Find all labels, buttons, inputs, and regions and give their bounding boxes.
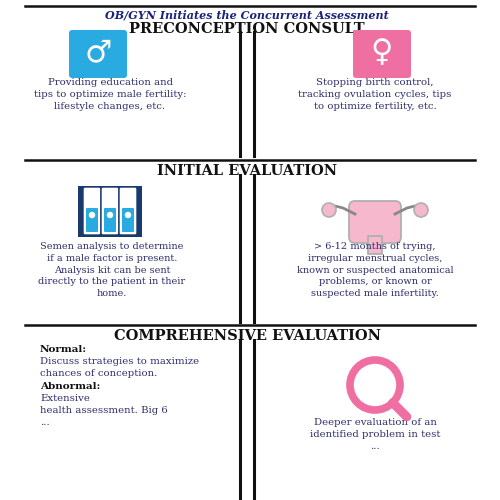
FancyBboxPatch shape [83,187,101,235]
Circle shape [414,203,428,217]
Bar [368,236,382,254]
Text: Deeper evaluation of an
identified problem in test
...: Deeper evaluation of an identified probl… [310,418,440,450]
Text: OB/GYN Initiates the Concurrent Assessment: OB/GYN Initiates the Concurrent Assessme… [105,10,389,21]
Text: COMPREHENSIVE EVALUATION: COMPREHENSIVE EVALUATION [114,329,380,343]
Bar [78,230,142,237]
Text: INITIAL EVALUATION: INITIAL EVALUATION [157,164,337,178]
FancyBboxPatch shape [104,208,116,232]
Text: Stopping birth control,
tracking ovulation cycles, tips
to optimize fertility, e: Stopping birth control, tracking ovulati… [298,78,452,110]
Bar [137,187,142,237]
Circle shape [90,212,94,218]
Circle shape [126,212,130,218]
Circle shape [354,364,396,406]
FancyBboxPatch shape [69,30,127,78]
Text: ♀: ♀ [371,38,393,68]
Text: Providing education and
tips to optimize male fertility:
lifestyle changes, etc.: Providing education and tips to optimize… [34,78,186,110]
Bar [78,186,142,191]
Text: Abnormal:: Abnormal: [40,382,100,391]
FancyBboxPatch shape [119,187,137,235]
FancyBboxPatch shape [122,208,134,232]
Text: Discuss strategies to maximize
chances of conception.: Discuss strategies to maximize chances o… [40,357,199,378]
Text: Extensive
health assessment. Big 6
...: Extensive health assessment. Big 6 ... [40,394,168,426]
Text: > 6-12 months of trying,
irregular menstrual cycles,
known or suspected anatomic: > 6-12 months of trying, irregular menst… [296,242,454,298]
Circle shape [108,212,112,218]
Bar [78,187,83,237]
Text: Semen analysis to determine
if a male factor is present.
Analysis kit can be sen: Semen analysis to determine if a male fa… [38,242,186,298]
Circle shape [322,203,336,217]
FancyBboxPatch shape [353,30,411,78]
FancyBboxPatch shape [349,201,401,243]
Text: PRECONCEPTION CONSULT: PRECONCEPTION CONSULT [129,22,365,36]
FancyBboxPatch shape [86,208,98,232]
FancyBboxPatch shape [101,187,119,235]
Text: ♂: ♂ [84,38,112,68]
Text: Normal:: Normal: [40,345,87,354]
